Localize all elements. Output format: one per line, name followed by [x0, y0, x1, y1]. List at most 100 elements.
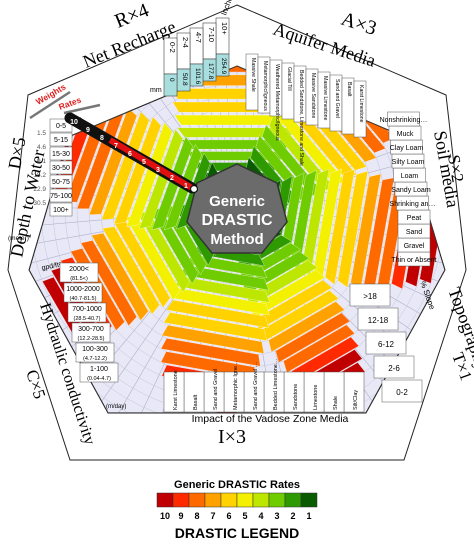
legend-rate: 3	[274, 511, 279, 521]
conductivity-cell	[63, 282, 103, 303]
vadose-value: Metamorphic Igne…	[233, 360, 239, 410]
soil-media-weight: S×2	[444, 153, 467, 183]
legend-swatch	[204, 492, 222, 508]
topography-value: 2-6	[388, 364, 400, 373]
rates-arrow	[63, 103, 101, 115]
rates-guide: 10 9 8 7 6 5 3 2 1	[64, 112, 199, 194]
rates-mark: 6	[128, 151, 132, 158]
net-recharge-table: 10+ 254.9 7-10 177.8 4-7 101.6 2-4 50.8 0-2 0 mm	[150, 17, 230, 97]
petal-cell	[337, 170, 369, 288]
conductivity-cell	[71, 322, 111, 343]
legend-rate: 5	[242, 511, 247, 521]
conductivity-metric: (4.7-12.2)	[83, 356, 107, 362]
net-recharge-value: 4-7	[194, 32, 203, 43]
vadose-value: Basalt	[193, 394, 199, 410]
conductivity-value: 100-300	[82, 346, 108, 353]
legend-rate: 2	[290, 511, 295, 521]
soil-media-value: Sandy Loam	[391, 187, 430, 194]
legend-bar: 10 9 8 7 6 5 4 3 2 1	[156, 492, 318, 521]
conductivity-metric: (40.7-81.5)	[70, 296, 97, 302]
petal-cell	[138, 128, 183, 229]
conductivity-cell	[59, 262, 99, 283]
legend-swatch	[236, 492, 254, 508]
depth-metric: 1.5	[37, 130, 46, 137]
rates-mark: 1	[184, 183, 188, 190]
net-recharge-mm-value: 254.9	[220, 58, 227, 75]
aquifer-media-value: Sand and Gravel	[334, 79, 340, 118]
topography-cell	[381, 379, 423, 403]
petal-cell	[268, 301, 345, 353]
aquifer-media-value: Basalt	[346, 82, 352, 97]
legend-rate: 4	[258, 511, 263, 521]
legend-rate: 7	[210, 511, 215, 521]
depth-value: 15-30	[52, 151, 70, 158]
petal-cell	[324, 169, 356, 285]
vadose-value: Sand and Gravel …	[253, 362, 259, 410]
depth-cell	[49, 132, 73, 147]
petal-cell	[151, 136, 193, 231]
conductivity-metric: (12.2-28.5)	[78, 336, 105, 342]
conductivity-cell	[67, 302, 107, 323]
aquifer-media-weight: A×3	[338, 8, 379, 40]
soil-media-value: Peat	[407, 215, 421, 222]
legend-swatch	[284, 492, 302, 508]
petal-cell	[80, 240, 137, 326]
petal-cell	[91, 232, 149, 321]
topography-cell	[373, 355, 415, 379]
weights-arrow	[29, 90, 71, 120]
net-recharge-mm-label: mm	[150, 87, 162, 94]
topography-labels: 0-2 2-6 6-12 12-18 >18	[349, 283, 423, 403]
depth-metric-unit: (meter)	[8, 235, 29, 242]
aquifer-media-value: Bedded Sandstone, Limestone and Shale	[298, 70, 304, 166]
depth-value: 100+	[53, 207, 69, 214]
soil-media-value: Clay Loam	[390, 145, 424, 152]
soil-media-labels: Thin or Absent Gravel Sand Peat Shrinking an…	[380, 111, 437, 267]
aquifer-media-value: Massive Shale	[250, 58, 256, 92]
net-recharge-mm-value: 101.6	[194, 68, 201, 85]
aquifer-media-value: Metamorphic/Igneous	[262, 61, 268, 111]
topography-cell	[349, 283, 391, 307]
conductivity-value: 1000-2000	[66, 286, 100, 293]
legend-rate: 9	[178, 511, 183, 521]
aquifer-media-value: Glacial Till	[286, 67, 292, 91]
net-recharge-value: 0-2	[168, 42, 177, 53]
vadose-value: Sandstone	[293, 384, 299, 410]
soil-media-value: Sand	[406, 229, 422, 236]
soil-media-value: Loam	[401, 173, 419, 180]
depth-value: 50-75	[52, 179, 70, 186]
depth-metric: 9.1	[37, 158, 46, 165]
conductivity-metric: (81.5<)	[70, 276, 88, 282]
depth-cell	[49, 146, 73, 161]
legend-rate: 1	[306, 511, 311, 521]
rates-mark: 2	[170, 175, 174, 182]
conductivity-cell	[75, 342, 115, 363]
aquifer-media-labels: Massive Shale Metamorphic/Igneous Weathere…	[245, 53, 367, 166]
net-recharge-value: 7-10	[207, 27, 216, 42]
vadose-labels: Silt/Clay Shale Limestone Sandstone Bedded L…	[163, 359, 365, 413]
soil-media-value: Shrinking an…	[390, 201, 436, 208]
depth-cell	[49, 188, 73, 203]
net-recharge-mm-value: 177.8	[207, 63, 214, 80]
vadose-title: Impact of the Vadose Zone Media	[192, 413, 349, 425]
topography-cell	[357, 307, 399, 331]
depth-value: 30-50	[52, 165, 70, 172]
conductivity-metric: (28.5-40.7)	[74, 316, 101, 322]
net-recharge-mm-cell	[163, 73, 178, 97]
depth-metric: 15.2	[33, 172, 46, 179]
conductivity-value: 700-1000	[72, 306, 102, 313]
soil-media-value: Muck	[397, 131, 414, 138]
legend-swatch	[188, 492, 206, 508]
aquifer-media-cell	[353, 80, 367, 138]
depth-value: 5-15	[54, 137, 68, 144]
depth-metric: 30.5	[33, 200, 46, 207]
rates-mark: 5	[142, 159, 146, 166]
legend-swatch	[268, 492, 286, 508]
soil-media-value: Gravel	[404, 243, 425, 250]
conductivity-value: 2000<	[69, 266, 89, 273]
conductivity-unit-bottom: (m/day)	[106, 404, 126, 410]
depth-metric: 4.6	[37, 144, 46, 151]
conductivity-cell	[79, 362, 119, 383]
petal-cell	[102, 226, 160, 315]
legend-title: Generic DRASTIC Rates	[174, 479, 300, 491]
vadose-value: Limestone	[313, 385, 319, 410]
